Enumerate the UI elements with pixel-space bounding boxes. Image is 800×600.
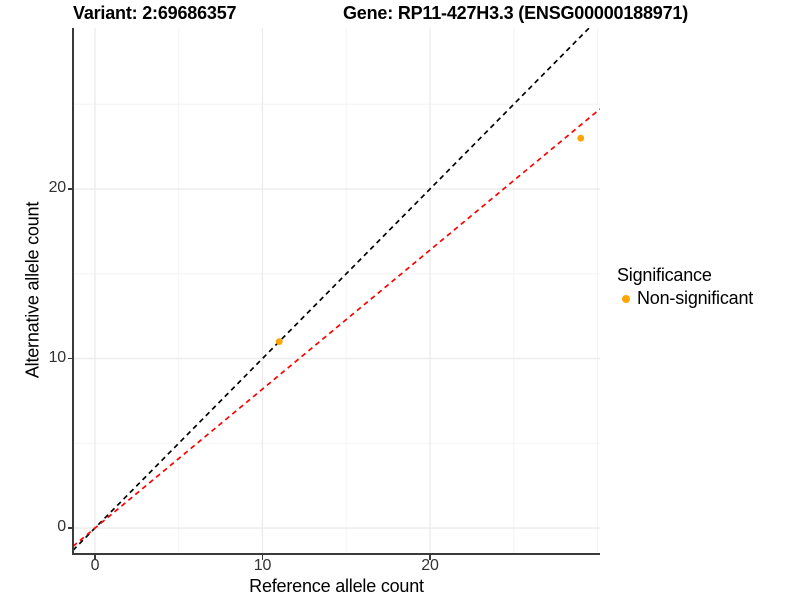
x-tick-label: 20: [421, 557, 439, 574]
x-tick-mark: [261, 555, 264, 560]
plot-panel: [73, 28, 600, 553]
y-tick-label: 10: [48, 348, 67, 366]
variant-title: Variant: 2:69686357: [73, 3, 237, 23]
non-significant-point-icon: [621, 294, 630, 303]
x-tick-label: 10: [253, 557, 272, 574]
scatter-plot-canvas: [73, 28, 600, 553]
legend-key: [617, 290, 634, 307]
x-tick-label: 0: [90, 557, 100, 574]
y-tick-label: 20: [48, 179, 67, 197]
gene-title: Gene: RP11-427H3.3 (ENSG00000188971): [343, 3, 689, 23]
x-tick-mark: [429, 555, 431, 560]
legend-title: Significance: [617, 265, 712, 285]
legend-item-label: Non-significant: [637, 288, 754, 308]
y-tick-mark: [67, 527, 72, 529]
x-axis-title: Reference allele count: [249, 576, 424, 596]
x-axis-line: [72, 553, 600, 555]
data-point: [577, 134, 585, 142]
data-point: [275, 338, 283, 346]
fitted-allelic-ratio-line: [73, 108, 600, 547]
identity-line: [73, 28, 591, 551]
y-tick-label: 0: [57, 518, 66, 536]
legend: Significance Non-significant: [617, 265, 753, 309]
x-tick-mark: [94, 555, 96, 560]
y-tick-mark: [67, 357, 72, 360]
y-axis-line: [72, 28, 74, 553]
legend-item-non-significant: Non-significant: [617, 288, 753, 309]
y-tick-mark: [67, 188, 72, 190]
